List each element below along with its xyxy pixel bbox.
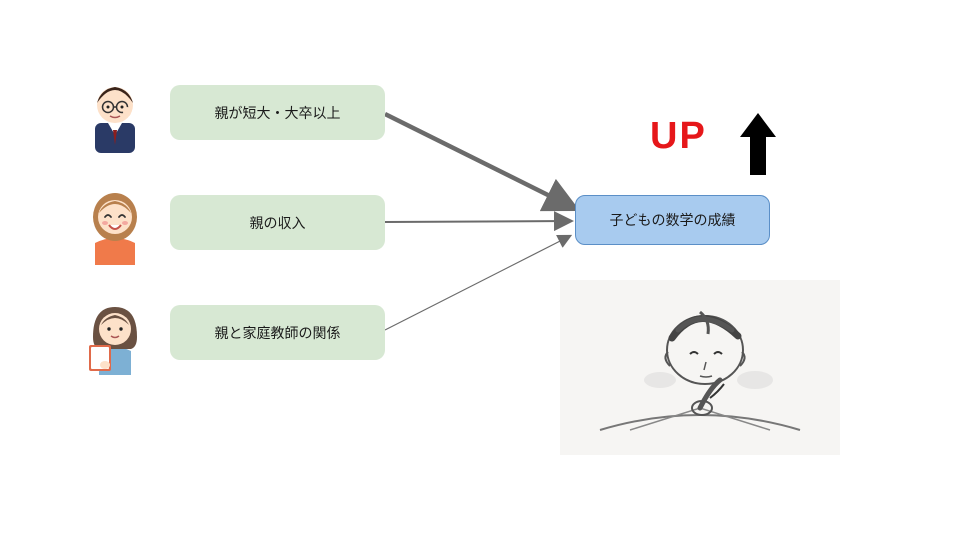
factor-box-1: 親が短大・大卒以上 [170, 85, 385, 140]
child-studying-illustration [560, 280, 840, 455]
arrow-factor-1 [385, 114, 572, 207]
outcome-box: 子どもの数学の成績 [575, 195, 770, 245]
factor-label-3: 親と家庭教師の関係 [215, 323, 341, 343]
up-label: UP [650, 115, 707, 158]
factor-box-3: 親と家庭教師の関係 [170, 305, 385, 360]
arrow-factor-2 [385, 221, 570, 222]
outcome-label: 子どもの数学の成績 [610, 210, 736, 230]
factor-label-2: 親の収入 [250, 213, 306, 233]
father-avatar [75, 75, 155, 155]
mother-avatar [75, 185, 155, 265]
up-arrow-icon [740, 113, 776, 175]
tutor-avatar [75, 295, 155, 375]
arrow-factor-3 [385, 236, 570, 330]
factor-box-2: 親の収入 [170, 195, 385, 250]
factor-label-1: 親が短大・大卒以上 [215, 103, 341, 123]
